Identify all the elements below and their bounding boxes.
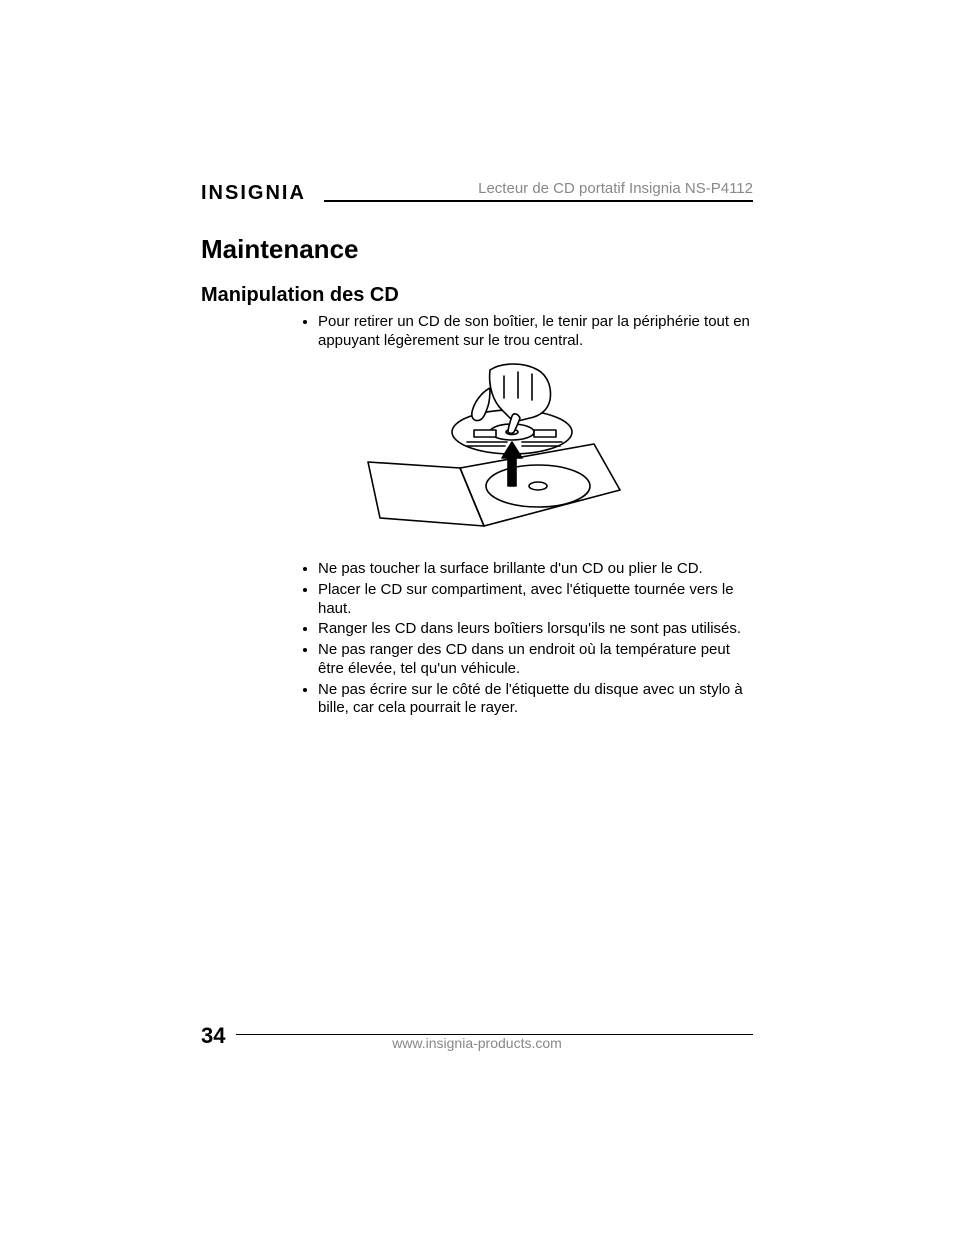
list-item: Pour retirer un CD de son boîtier, le te… xyxy=(318,313,753,351)
header-rule xyxy=(324,200,753,202)
header-subtitle: Lecteur de CD portatif Insignia NS-P4112 xyxy=(478,180,753,197)
bullet-list-bottom: Ne pas toucher la surface brillante d'un… xyxy=(300,560,753,720)
list-item: Ne pas ranger des CD dans un endroit où … xyxy=(318,641,753,679)
list-item: Ne pas écrire sur le côté de l'étiquette… xyxy=(318,681,753,719)
bullet-list-top: Pour retirer un CD de son boîtier, le te… xyxy=(300,313,753,353)
footer-url: www.insignia-products.com xyxy=(0,1035,954,1051)
manual-page: INSIGNIA Lecteur de CD portatif Insignia… xyxy=(0,0,954,1235)
list-item: Ranger les CD dans leurs boîtiers lorsqu… xyxy=(318,620,753,639)
list-item: Placer le CD sur compartiment, avec l'ét… xyxy=(318,581,753,619)
cd-removal-diagram xyxy=(362,358,622,548)
section-heading: Maintenance xyxy=(201,234,359,265)
brand-logo: INSIGNIA xyxy=(201,182,306,205)
subsection-heading: Manipulation des CD xyxy=(201,284,399,307)
list-item: Ne pas toucher la surface brillante d'un… xyxy=(318,560,753,579)
